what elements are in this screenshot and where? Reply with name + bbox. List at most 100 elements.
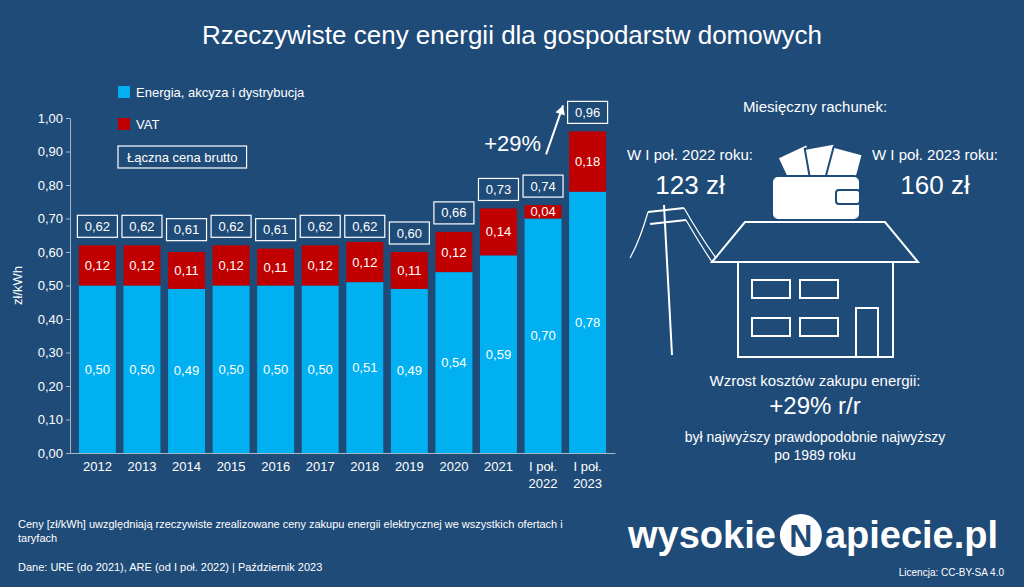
bill-value: 160 zł: [900, 170, 970, 200]
x-tick: 2012: [83, 459, 112, 474]
total-box: [389, 222, 429, 244]
y-axis: 0,000,100,200,300,400,500,600,700,800,90…: [38, 111, 71, 461]
chart-svg: Rzeczywiste ceny energii dla gospodarstw…: [0, 0, 1024, 587]
bar: [435, 272, 472, 453]
data-label: 0,12: [85, 258, 110, 273]
y-tick: 0,70: [38, 211, 70, 226]
bill-label: W I poł. 2023 roku:: [872, 146, 998, 163]
bar: [435, 232, 472, 272]
bar: [302, 286, 339, 454]
y-tick-label: 0,30: [38, 345, 63, 360]
data-label: 0,11: [397, 263, 421, 278]
annotation-text: +29%: [484, 131, 541, 156]
data-label: 0,59: [486, 347, 511, 362]
total-box: [523, 175, 563, 197]
x-tick: 2017: [306, 459, 335, 474]
bar: [79, 245, 116, 285]
bar: [346, 282, 383, 453]
data-label: 0,11: [174, 263, 198, 278]
total-box: [211, 215, 251, 237]
roof: [712, 222, 918, 262]
y-tick: 0,10: [38, 412, 70, 427]
x-tick-label: 2018: [350, 459, 379, 474]
data-label: 0,50: [263, 362, 288, 377]
house-body: [738, 262, 893, 357]
x-tick: 2018: [350, 459, 379, 474]
legend-swatch: [118, 118, 130, 130]
y-tick-label: 0,40: [38, 312, 63, 327]
y-tick-label: 0,90: [38, 144, 63, 159]
y-tick: 1,00: [38, 111, 70, 126]
wire: [630, 212, 648, 258]
total-box: [77, 215, 117, 237]
x-tick-label: 2013: [128, 459, 157, 474]
y-tick-label: 0,80: [38, 178, 63, 193]
door: [856, 308, 878, 357]
panel-heading: Miesięczny rachunek:: [743, 98, 887, 115]
total-label: 0,66: [441, 205, 466, 220]
y-tick-mark: [66, 185, 70, 186]
bar: [391, 252, 428, 289]
total-label: 0,96: [575, 105, 600, 120]
data-label: 0,12: [218, 258, 243, 273]
y-tick: 0,20: [38, 379, 70, 394]
data-label: 0,70: [530, 328, 555, 343]
data-label: 0,04: [530, 204, 555, 219]
background: [0, 0, 1024, 587]
legend-box: [118, 146, 247, 168]
total-box: [300, 215, 340, 237]
y-tick-mark: [66, 252, 70, 253]
total-label: 0,61: [263, 222, 288, 237]
data-label: 0,51: [352, 360, 377, 375]
logo: wysokieNapiecie.pl: [627, 514, 998, 556]
legend-label: Łączna cena brutto: [127, 150, 238, 165]
legend-label: VAT: [136, 117, 159, 132]
y-tick-mark: [66, 386, 70, 387]
x-tick-label: I poł.2022: [529, 459, 558, 491]
y-axis-title: zł/kWh: [10, 266, 25, 305]
bar: [213, 245, 250, 285]
x-tick: I poł.2022: [529, 459, 558, 491]
total-label: 0,62: [218, 219, 243, 234]
data-label: 0,50: [85, 362, 110, 377]
bar: [213, 286, 250, 454]
x-axis-line: [71, 453, 616, 454]
data-label: 0,12: [129, 258, 154, 273]
window: [800, 280, 838, 298]
bar: [391, 289, 428, 453]
pole: [664, 205, 672, 355]
bar: [569, 131, 606, 191]
bar: [346, 242, 383, 282]
y-tick-label: 0,60: [38, 245, 63, 260]
total-label: 0,62: [129, 219, 154, 234]
legend-label: Energia, akcyza i dystrybucja: [136, 85, 305, 100]
y-tick: 0,60: [38, 245, 70, 260]
data-label: 0,18: [575, 154, 600, 169]
growth-note: po 1989 roku: [774, 447, 856, 463]
panel: Miesięczny rachunek:W I poł. 2022 roku:1…: [627, 98, 998, 463]
data-label: 0,54: [441, 355, 466, 370]
source: Dane: URE (do 2021), ARE (od I poł. 2022…: [18, 561, 322, 573]
total-box: [122, 215, 162, 237]
total-label: 0,73: [486, 182, 511, 197]
bar: [79, 286, 116, 454]
y-tick-label: 0,50: [38, 278, 63, 293]
x-tick-label: 2020: [439, 459, 468, 474]
data-label: 0,14: [486, 224, 511, 239]
y-tick: 0,80: [38, 178, 70, 193]
growth-value: +29% r/r: [769, 392, 860, 419]
bar: [257, 249, 294, 286]
annotation: +29%: [484, 105, 565, 156]
legend: Energia, akcyza i dystrybucja VAT Łączna c…: [118, 85, 305, 168]
data-label: 0,50: [308, 362, 333, 377]
total-label: 0,60: [397, 226, 422, 241]
y-tick-mark: [66, 420, 70, 421]
y-tick: 0,40: [38, 312, 70, 327]
y-tick-label: 1,00: [38, 111, 63, 126]
total-box: [345, 215, 385, 237]
window: [752, 318, 790, 336]
x-tick-label: 2019: [395, 459, 424, 474]
pole-bar: [650, 220, 686, 224]
window: [752, 280, 790, 298]
x-tick-label: 2014: [172, 459, 201, 474]
